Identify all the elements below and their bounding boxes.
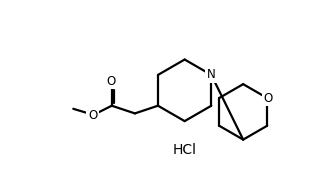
Text: O: O bbox=[263, 92, 272, 105]
Text: HCl: HCl bbox=[173, 143, 197, 157]
Text: O: O bbox=[106, 75, 116, 88]
Text: N: N bbox=[207, 68, 216, 81]
Text: O: O bbox=[88, 109, 97, 122]
